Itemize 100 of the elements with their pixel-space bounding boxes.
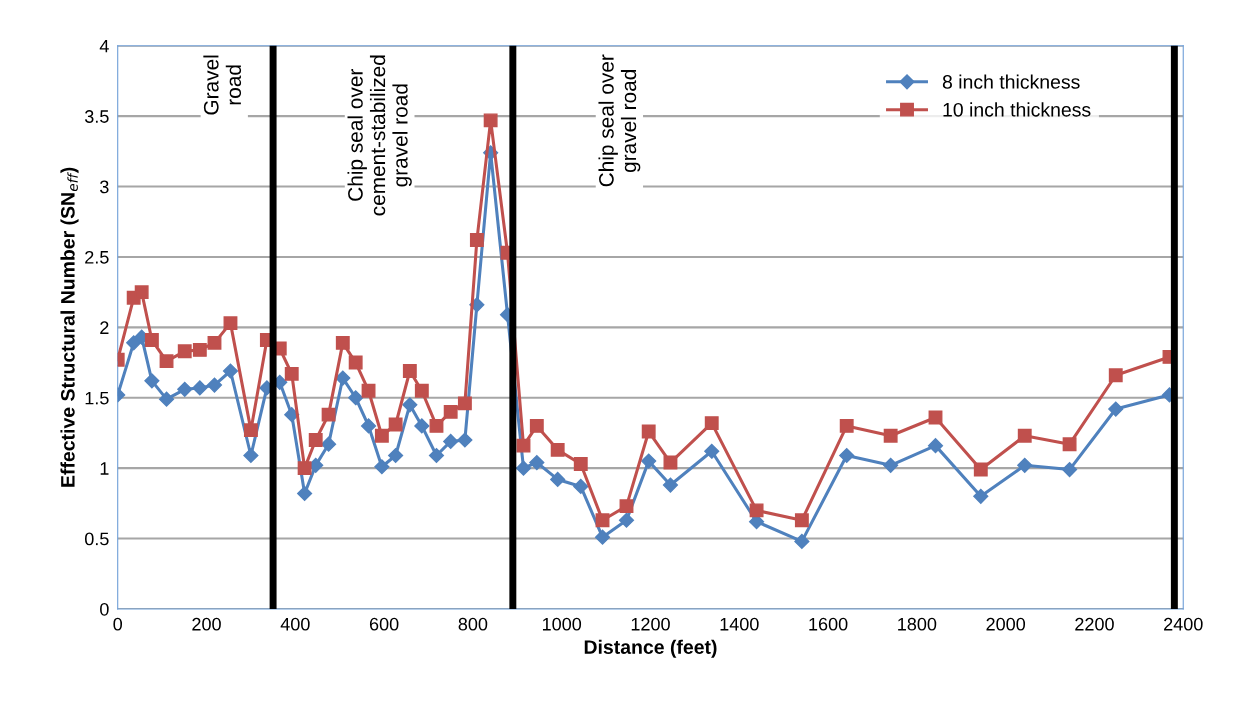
y-tick-label: 0	[100, 602, 109, 616]
point	[348, 390, 364, 406]
point	[1108, 401, 1124, 417]
point	[883, 457, 899, 473]
point	[144, 333, 159, 347]
point	[388, 447, 404, 464]
point	[749, 503, 764, 518]
point	[662, 477, 679, 493]
x-tick-label: 0	[113, 617, 123, 631]
point	[159, 354, 174, 369]
point	[243, 423, 258, 438]
point	[177, 344, 192, 359]
point	[927, 438, 944, 454]
point	[704, 443, 720, 459]
point	[515, 460, 532, 476]
x-tick-label: 1200	[631, 617, 670, 631]
x-tick-label: 1600	[809, 617, 848, 631]
point	[361, 383, 376, 398]
point	[619, 499, 634, 514]
y-tick-label: 3.5	[84, 110, 109, 123]
point	[374, 459, 390, 475]
point	[1017, 457, 1033, 473]
x-axis-title: Distance (feet)	[584, 639, 717, 658]
point	[223, 316, 238, 331]
point	[641, 424, 656, 439]
point	[595, 513, 610, 528]
point	[469, 233, 484, 248]
point	[192, 342, 207, 357]
point	[573, 456, 588, 471]
point	[428, 447, 445, 464]
point	[516, 438, 531, 453]
point	[177, 381, 193, 397]
point	[618, 512, 635, 528]
point	[335, 370, 351, 386]
point	[321, 436, 337, 452]
point	[308, 433, 323, 447]
point	[222, 363, 239, 379]
point	[388, 417, 403, 432]
point	[414, 383, 429, 398]
point	[321, 407, 336, 422]
point	[1108, 368, 1123, 383]
point	[641, 453, 657, 469]
y-tick-label: 4	[99, 39, 109, 53]
point	[414, 418, 430, 434]
x-tick-label: 1400	[720, 617, 759, 631]
annotation: Chip seal over gravel road	[598, 54, 641, 187]
point	[550, 442, 565, 457]
y-axis-title: Effective Structural Number (SN$_{eff}$)	[60, 167, 79, 487]
point	[374, 428, 389, 443]
point	[1062, 461, 1078, 478]
point	[360, 418, 377, 434]
y-tick-label: 1	[100, 462, 109, 475]
point	[839, 418, 854, 433]
point	[443, 404, 458, 419]
x-tick-label: 800	[458, 617, 488, 631]
point	[443, 433, 459, 449]
point	[1017, 428, 1032, 443]
point	[1062, 437, 1077, 452]
point	[794, 533, 810, 549]
point	[457, 396, 472, 411]
y-tick-label: 0.5	[84, 532, 109, 546]
point	[550, 471, 566, 487]
point	[284, 366, 299, 381]
legend-label: 8 inch thickness	[942, 74, 1080, 89]
point	[529, 418, 544, 433]
point	[973, 488, 989, 504]
x-tick-label: 1800	[898, 617, 937, 631]
point	[207, 335, 222, 350]
point	[335, 335, 350, 350]
point	[158, 391, 175, 407]
point	[192, 380, 208, 396]
point	[297, 485, 313, 502]
point	[348, 355, 363, 370]
point	[573, 478, 589, 495]
point	[529, 454, 545, 471]
point	[457, 432, 473, 448]
point	[243, 447, 259, 464]
y-tick-label: 3	[100, 180, 109, 194]
point	[794, 513, 809, 528]
point	[134, 285, 149, 300]
annotation: Gravel road	[203, 55, 242, 115]
x-tick-label: 600	[369, 617, 399, 631]
annotation: Chip seal over cement-stabilized gravel road	[347, 55, 412, 216]
point	[144, 373, 160, 389]
point	[429, 418, 444, 433]
point	[839, 447, 855, 464]
x-tick-label: 2200	[1075, 617, 1114, 631]
x-tick-label: 2400	[1164, 617, 1203, 631]
x-tick-label: 2000	[986, 617, 1026, 631]
x-tick-label: 400	[280, 617, 310, 631]
point	[973, 462, 988, 477]
y-tick-label: 1.5	[85, 391, 109, 405]
y-tick-label: 2	[100, 321, 109, 334]
point	[297, 461, 312, 476]
point	[483, 113, 498, 128]
x-tick-label: 200	[192, 617, 221, 631]
point	[883, 428, 898, 443]
point	[704, 416, 719, 431]
point	[402, 397, 418, 413]
legend-label: 10 inch thickness	[943, 102, 1091, 117]
